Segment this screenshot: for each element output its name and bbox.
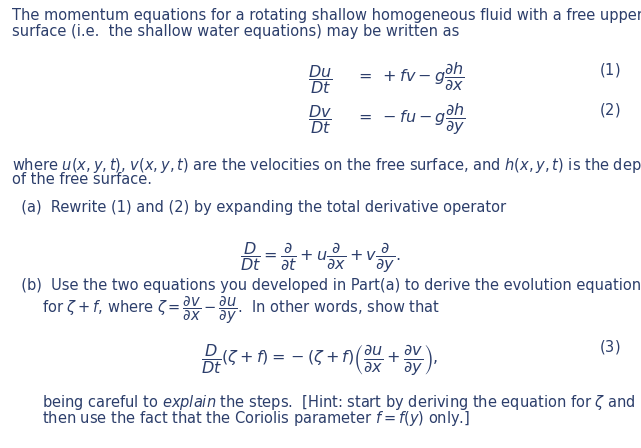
Text: (b)  Use the two equations you developed in Part(a) to derive the evolution equa: (b) Use the two equations you developed … [12,278,641,293]
Text: The momentum equations for a rotating shallow homogeneous fluid with a free uppe: The momentum equations for a rotating sh… [12,8,641,23]
Text: of the free surface.: of the free surface. [12,172,152,187]
Text: $\dfrac{Dv}{Dt}$: $\dfrac{Dv}{Dt}$ [308,103,332,136]
Text: $(1)$: $(1)$ [599,61,620,79]
Text: $= \ +fv - g\dfrac{\partial h}{\partial x}$: $= \ +fv - g\dfrac{\partial h}{\partial … [355,61,465,93]
Text: $\dfrac{D}{Dt}\left(\zeta + f\right) = -\left(\zeta + f\right)\left(\dfrac{\part: $\dfrac{D}{Dt}\left(\zeta + f\right) = -… [201,342,438,377]
Text: $\dfrac{Du}{Dt}$: $\dfrac{Du}{Dt}$ [308,63,332,96]
Text: surface (i.e.  the shallow water equations) may be written as: surface (i.e. the shallow water equation… [12,24,460,39]
Text: $(3)$: $(3)$ [599,338,620,356]
Text: (a)  Rewrite (1) and (2) by expanding the total derivative operator: (a) Rewrite (1) and (2) by expanding the… [12,200,506,215]
Text: being careful to $\it{explain}$ the steps.  [Hint: start by deriving the equatio: being careful to $\it{explain}$ the step… [42,393,635,412]
Text: $\dfrac{D}{Dt} = \dfrac{\partial}{\partial t} + u\dfrac{\partial}{\partial x} + : $\dfrac{D}{Dt} = \dfrac{\partial}{\parti… [240,240,400,275]
Text: where $u(x, y, t)$, $v(x, y, t)$ are the velocities on the free surface, and $h(: where $u(x, y, t)$, $v(x, y, t)$ are the… [12,156,641,175]
Text: then use the fact that the Coriolis parameter $f = f(y)$ only.]: then use the fact that the Coriolis para… [42,409,470,428]
Text: $= \ -fu - g\dfrac{\partial h}{\partial y}$: $= \ -fu - g\dfrac{\partial h}{\partial … [355,101,465,137]
Text: $(2)$: $(2)$ [599,101,620,119]
Text: for $\zeta + f$, where $\zeta = \dfrac{\partial v}{\partial x} - \dfrac{\partial: for $\zeta + f$, where $\zeta = \dfrac{\… [42,294,440,326]
